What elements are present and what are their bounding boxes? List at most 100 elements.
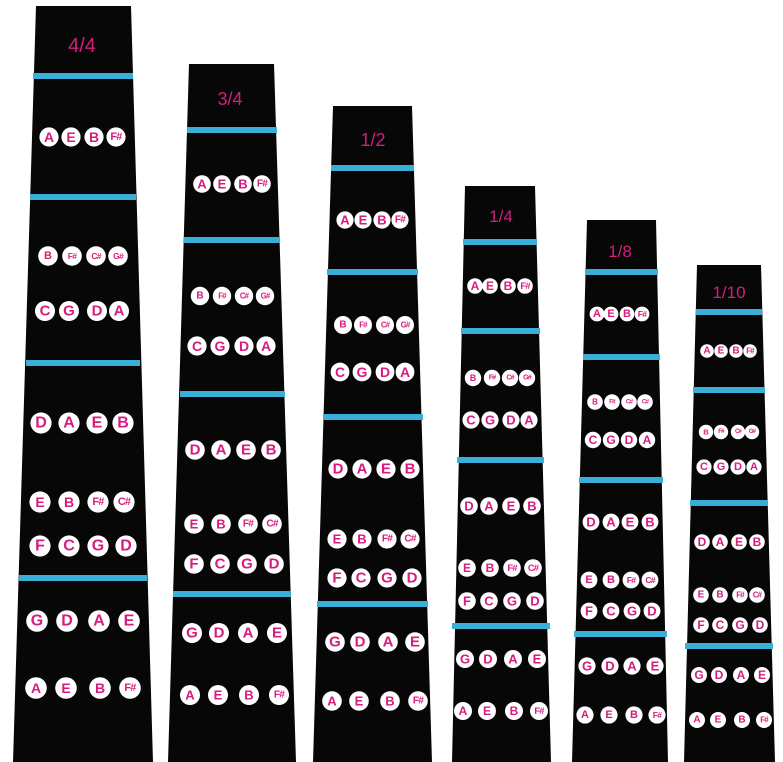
- note-label: F#: [520, 281, 531, 291]
- note-marker: F#: [212, 286, 232, 306]
- note-label: F#: [382, 534, 393, 545]
- note-label: E: [626, 515, 635, 530]
- note-label: B: [738, 715, 745, 726]
- note-marker: A: [638, 431, 656, 449]
- note-dot: [603, 306, 619, 322]
- note-label: G: [485, 413, 495, 428]
- note-dot: [700, 344, 714, 358]
- note-dot: [256, 336, 276, 356]
- note-dot: [373, 211, 391, 229]
- note-label: D: [756, 618, 765, 632]
- note-dot: [693, 617, 709, 633]
- note-label: A: [737, 668, 746, 682]
- note-marker: F: [458, 592, 476, 610]
- note-dot: [118, 610, 140, 632]
- note-label: F#: [359, 321, 368, 330]
- note-label: A: [216, 442, 227, 459]
- note-marker: D: [350, 632, 370, 652]
- note-marker: A: [109, 301, 129, 321]
- note-label: C: [335, 364, 345, 380]
- note-dot: [352, 529, 372, 549]
- note-marker: B: [58, 491, 80, 513]
- size-label: 4/4: [68, 35, 96, 57]
- note-dot: [89, 677, 111, 699]
- note-dot: [115, 535, 137, 557]
- note-label: F#: [243, 519, 254, 530]
- note-marker: G: [623, 602, 641, 620]
- note-label: A: [185, 688, 195, 703]
- fingerboard: 1/2A E B F#B F# C# G#C G D AD A E BE B F# C#F C G DG D A EA E B…: [313, 106, 432, 762]
- note-marker: C#: [262, 514, 282, 534]
- note-label: B: [216, 517, 225, 532]
- note-marker: D: [502, 411, 520, 429]
- fingerboard-body: [168, 64, 296, 762]
- fret-tape-line: [19, 575, 147, 581]
- note-label: F: [35, 538, 45, 555]
- note-dot: [336, 211, 354, 229]
- note-dot: [376, 459, 396, 479]
- note-label: C: [40, 303, 51, 320]
- note-dot: [602, 431, 620, 449]
- note-label: A: [716, 535, 725, 549]
- note-dot: [481, 411, 499, 429]
- note-dot: [730, 459, 746, 475]
- note-dot: [408, 691, 428, 711]
- note-dot: [481, 559, 499, 577]
- note-marker: F#: [354, 316, 372, 334]
- note-marker: B: [334, 316, 352, 334]
- note-label: A: [643, 433, 652, 447]
- note-dot: [210, 336, 230, 356]
- note-marker: E: [349, 691, 369, 711]
- note-label: E: [61, 680, 70, 696]
- note-label: C#: [528, 563, 540, 573]
- note-label: E: [241, 442, 251, 459]
- note-label: C#: [642, 399, 650, 406]
- note-dot: [400, 529, 420, 549]
- note-label: F#: [274, 690, 285, 701]
- note-dot: [526, 592, 544, 610]
- note-label: D: [605, 659, 614, 674]
- note-label: D: [92, 303, 103, 320]
- note-label: A: [93, 613, 105, 630]
- note-marker: G: [325, 632, 345, 652]
- note-marker: A: [733, 667, 749, 683]
- note-marker: F: [184, 554, 204, 574]
- note-marker: D: [375, 362, 395, 382]
- note-marker: E: [267, 623, 287, 643]
- note-dot: [712, 534, 728, 550]
- note-marker: D: [601, 657, 619, 675]
- note-marker: C: [584, 431, 602, 449]
- note-dot: [25, 677, 47, 699]
- note-dot: [518, 369, 536, 387]
- note-dot: [59, 301, 79, 321]
- note-label: D: [530, 594, 539, 609]
- note-dot: [213, 175, 231, 193]
- note-label: G: [381, 570, 393, 587]
- note-label: F#: [395, 215, 406, 226]
- note-marker: A: [746, 459, 762, 475]
- note-dot: [619, 306, 635, 322]
- note-dot: [211, 514, 231, 534]
- note-marker: A: [623, 657, 641, 675]
- note-label: G: [735, 618, 744, 632]
- note-label: B: [196, 291, 203, 302]
- note-marker: G: [481, 411, 499, 429]
- note-dot: [38, 246, 58, 266]
- note-label: D: [269, 556, 280, 573]
- note-marker: B: [749, 534, 765, 550]
- note-label: A: [508, 652, 518, 667]
- note-dot: [354, 211, 372, 229]
- note-dot: [634, 306, 650, 322]
- note-dot: [56, 610, 78, 632]
- note-marker: E: [478, 702, 496, 720]
- note-marker: D: [402, 568, 422, 588]
- note-label: A: [327, 694, 337, 709]
- fingerboard: 1/8A E B F#B F# C# C#C G D AD A E BE B F# C#F C G DG D A EA E B…: [572, 220, 668, 762]
- note-dot: [35, 301, 55, 321]
- note-marker: E: [118, 610, 140, 632]
- note-label: B: [405, 461, 416, 478]
- note-label: G: [215, 338, 226, 354]
- note-label: E: [359, 213, 368, 228]
- note-label: F#: [507, 563, 518, 573]
- note-marker: G#: [108, 246, 128, 266]
